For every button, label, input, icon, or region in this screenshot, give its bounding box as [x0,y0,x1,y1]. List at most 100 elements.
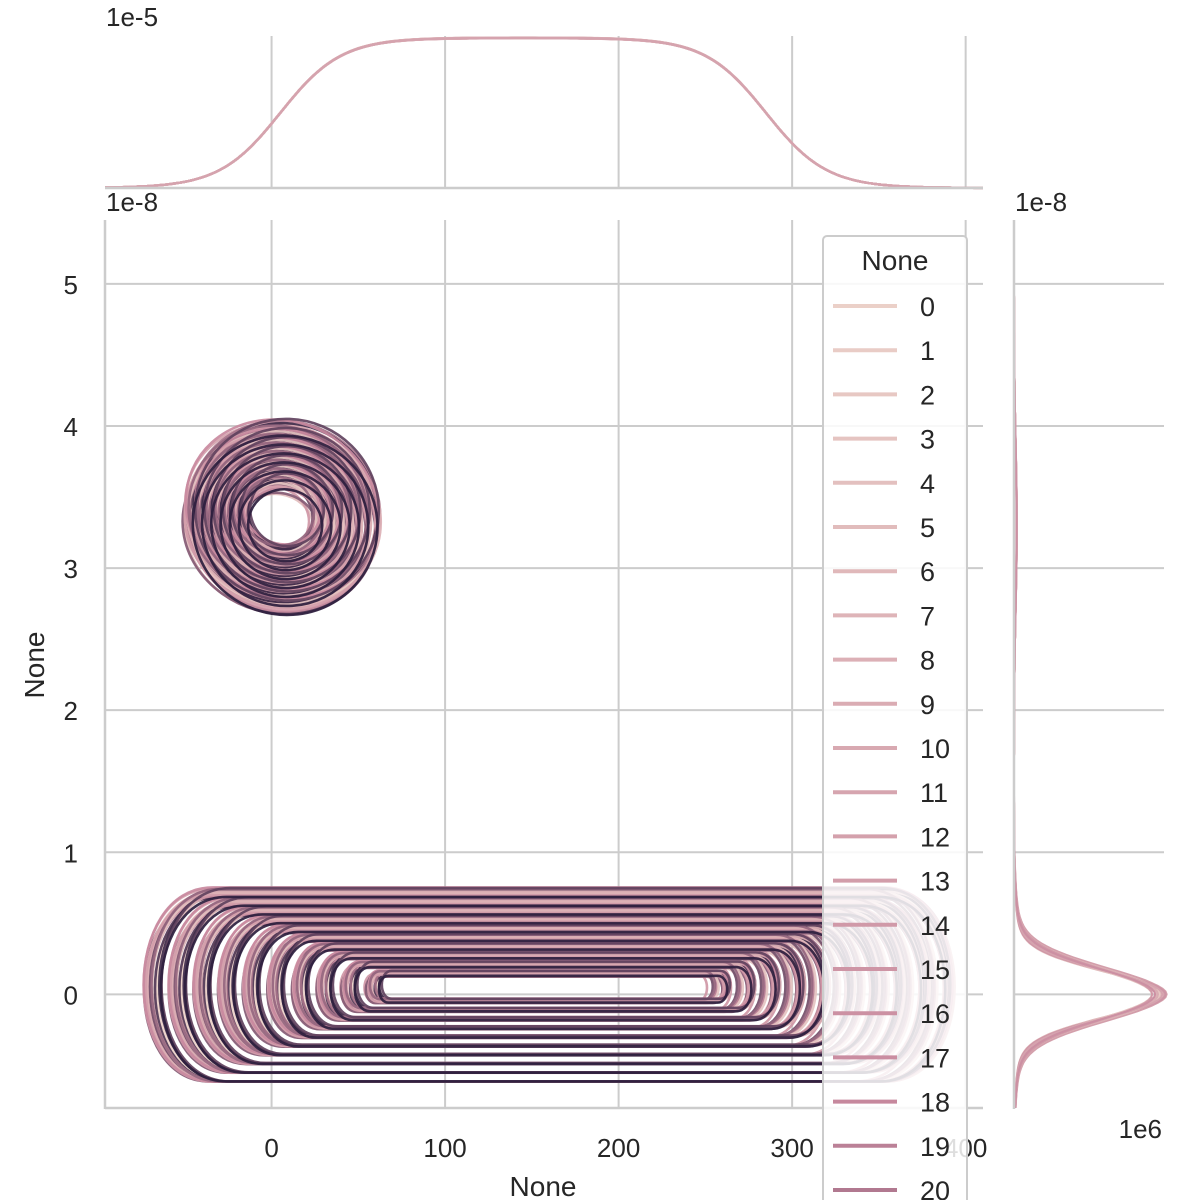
top-marginal-curve-11 [105,36,983,190]
top-marginal-curve-2 [105,36,983,190]
legend-entry-label: 9 [920,690,935,720]
contour-upper-hue-20 [191,434,379,617]
legend-entry-label: 13 [920,867,950,897]
right-marginal-curve-6 [1013,221,1162,1108]
y-tick-label: 3 [64,554,78,584]
top-marginal-curve-10 [105,36,983,190]
top-marginal-curve-12 [105,36,983,190]
top-marginal-curve-14 [105,36,983,190]
y-offset-label: 1e-8 [106,187,158,217]
top-marginal-curve-9 [105,36,983,190]
contour-upper-hue-20 [209,452,361,599]
right-marginal-curve-3 [1013,221,1161,1108]
top-marginal-curve-0 [105,36,983,190]
contour-upper-hue-20 [237,479,333,572]
legend-entry-label: 15 [920,955,950,985]
right-marginal-curve-7 [1013,221,1162,1108]
top-marginal-curve-19 [105,36,983,190]
contour-upper-hue-17 [212,435,362,584]
top-marginal-curve-3 [105,36,983,190]
right-marginal-curve-19 [1013,221,1167,1108]
top-marginal-curve-17 [105,36,983,190]
right-marginal-gridlines [1014,282,1164,996]
legend-entry-label: 6 [920,557,935,587]
contour-upper-hue-20 [200,443,370,608]
contour-upper-hue-17 [221,444,353,575]
contour-lower-hue-20 [377,974,729,1004]
legend-title: None [862,245,929,276]
legend-entry-label: 19 [920,1132,950,1162]
legend-entry-label: 20 [920,1176,950,1200]
right-marginal-curve-14 [1013,221,1164,1108]
legend-entry-label: 7 [920,601,935,631]
top-marginal-curve-1 [105,36,983,190]
right-marginal-curve-9 [1013,221,1166,1108]
y-tick-label: 2 [64,696,78,726]
legend-entry-label: 0 [920,292,935,322]
top-marginal-curve-13 [105,36,983,190]
right-marginal-curve-4 [1013,221,1161,1108]
legend-entry-label: 14 [920,911,950,941]
top-marginal-curve-7 [105,36,983,190]
top-marginal-curve-5 [105,36,983,190]
right-marginal-curve-13 [1013,221,1168,1108]
y-tick-label: 4 [64,412,78,442]
top-marginal-curve-20 [105,36,983,190]
contour-lower-hue-20 [353,965,753,1013]
top-marginal-gridlines [270,36,967,188]
x-tick-label: 0 [264,1133,278,1163]
contour-upper-hue-20 [228,470,342,581]
y-tick-label: 0 [64,980,78,1010]
legend-entry-label: 10 [920,734,950,764]
y-axis-label: None [19,632,50,699]
right-marginal-curve-10 [1013,221,1158,1108]
legend-entry-label: 11 [920,778,948,808]
legend-entry-label: 16 [920,999,950,1029]
legend-entry-label: 18 [920,1088,950,1118]
contour-upper-hue-20 [246,488,324,563]
legend-entry-label: 8 [920,646,935,676]
y-tick-label: 5 [64,270,78,300]
right-marginal-x-offset-label: 1e6 [1119,1114,1162,1144]
x-tick-label: 300 [770,1133,813,1163]
right-marginal-curve-1 [1013,221,1165,1108]
legend-entry-label: 12 [920,822,950,852]
contour-upper-hue-17 [193,417,381,602]
right-marginal-curve-20 [1013,221,1157,1108]
right-marginal-curve-2 [1013,221,1161,1108]
top-marginal-curve-18 [105,37,983,190]
right-marginal-offset-label: 1e-8 [1015,187,1067,217]
contour-lower-hue-20 [329,956,777,1022]
legend-entry-label: 1 [920,336,935,366]
top-marginal-curve-8 [105,36,983,190]
right-marginal-curve-11 [1013,221,1160,1108]
top-marginal-kde [105,36,983,190]
legend-entry-label: 3 [920,425,935,455]
legend-entry-label: 17 [920,1043,950,1073]
legend-entry-label: 4 [920,469,935,499]
contour-upper-hue-17 [230,453,344,566]
contour-lower-hue-20 [280,939,826,1039]
y-tick-label: 1 [64,838,78,868]
x-tick-label: 100 [423,1133,466,1163]
right-marginal-curve-15 [1013,221,1166,1108]
top-marginal-curve-15 [105,36,983,190]
contour-upper-hue-17 [203,426,371,593]
legend-entry-label: 2 [920,380,935,410]
contour-lower-hue-20 [305,948,801,1031]
legend-frame [822,235,968,1200]
contour-upper-hue-17 [248,472,326,548]
y-tick-labels: 0 1 2 3 4 5 [64,270,78,1010]
right-marginal-curve-0 [1013,221,1166,1108]
legend-entry-label: 5 [920,513,935,543]
contour-lower-hue-9 [363,972,709,1003]
x-tick-label: 200 [597,1133,640,1163]
right-marginal-curve-12 [1013,221,1157,1108]
top-marginal-curve-6 [105,36,983,190]
right-marginal-curve-16 [1013,221,1166,1108]
right-marginal-curve-8 [1013,221,1159,1108]
contour-upper-hue-20 [219,461,352,590]
